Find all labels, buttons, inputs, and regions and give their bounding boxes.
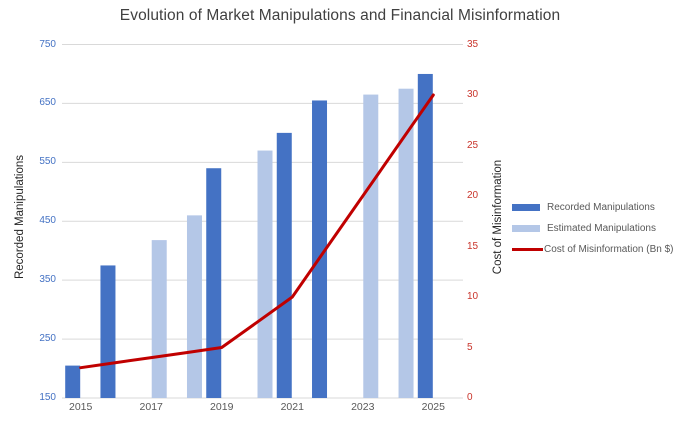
left-axis-tick-350: 350 — [39, 274, 56, 286]
bar-estimated-2024 — [398, 88, 414, 398]
legend-label: Recorded Manipulations — [547, 202, 655, 213]
left-axis-title: Recorded Manipulations — [14, 154, 26, 280]
left-axis-tick-450: 450 — [39, 215, 56, 227]
bar-recorded-2025 — [417, 73, 433, 398]
bar-estimated-2018 — [186, 215, 202, 398]
left-axis-tick-550: 550 — [39, 156, 56, 168]
right-axis-title: Cost of Misinformation — [492, 159, 504, 275]
left-axis-tick-750: 750 — [39, 38, 56, 50]
bar-recorded-2016 — [100, 265, 116, 398]
x-axis-label-2023: 2023 — [351, 401, 375, 413]
x-axis-label-2017: 2017 — [139, 401, 163, 413]
estimated-bar-swatch-icon — [512, 225, 540, 232]
legend-label: Estimated Manipulations — [547, 223, 656, 234]
legend: Recorded Manipulations Estimated Manipul… — [512, 197, 674, 260]
legend-item-estimated: Estimated Manipulations — [512, 218, 674, 239]
right-axis-tick-15: 15 — [467, 240, 479, 252]
bar-recorded-2021 — [276, 132, 292, 398]
legend-label: Cost of Misinformation (Bn $) — [544, 244, 674, 255]
right-axis-tick-10: 10 — [467, 291, 479, 302]
x-axis-label-2025: 2025 — [421, 401, 445, 413]
bar-estimated-2017 — [151, 240, 167, 398]
left-axis-tick-650: 650 — [39, 97, 56, 109]
cost-line — [79, 93, 435, 370]
chart-title: Evolution of Market Manipulations and Fi… — [119, 7, 561, 24]
left-axis-tick-150: 150 — [39, 392, 56, 403]
right-axis-tick-30: 30 — [467, 89, 479, 100]
right-axis-tick-25: 25 — [467, 139, 479, 151]
right-axis-tick-0: 0 — [467, 392, 473, 403]
bar-recorded-2015 — [65, 365, 81, 398]
x-axis-label-2015: 2015 — [69, 401, 93, 413]
legend-item-cost: Cost of Misinformation (Bn $) — [512, 239, 674, 260]
cost-line-swatch-icon — [512, 248, 543, 251]
x-axis-label-2019: 2019 — [210, 401, 234, 413]
right-axis-tick-5: 5 — [467, 341, 473, 353]
right-axis-tick-35: 35 — [467, 38, 479, 50]
bar-estimated-2023 — [363, 94, 379, 399]
bar-recorded-2019 — [206, 168, 222, 398]
bar-estimated-2020 — [257, 150, 273, 398]
recorded-bar-swatch-icon — [512, 204, 540, 211]
right-axis-tick-20: 20 — [467, 190, 479, 201]
legend-item-recorded: Recorded Manipulations — [512, 197, 674, 218]
bar-recorded-2022 — [312, 100, 328, 399]
left-axis-tick-250: 250 — [39, 333, 56, 345]
x-axis-label-2021: 2021 — [280, 401, 304, 413]
